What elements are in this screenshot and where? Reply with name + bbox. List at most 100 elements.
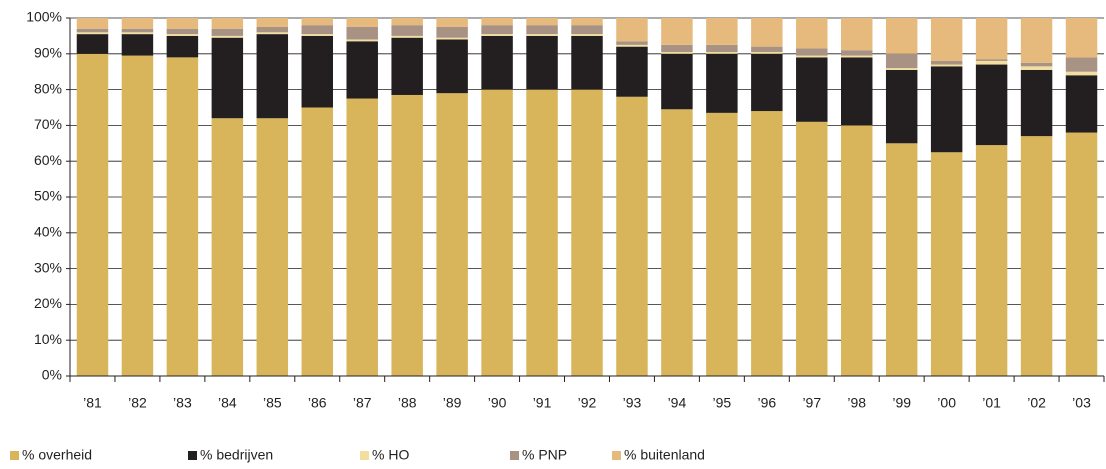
bar-segment <box>391 37 423 95</box>
bar-segment <box>571 35 603 90</box>
bar-segment <box>930 66 963 153</box>
bar-segment <box>436 18 468 27</box>
x-tick-label: ’90 <box>488 395 507 411</box>
bar-segment <box>661 53 693 110</box>
bar-segment <box>930 152 963 376</box>
legend-swatch <box>510 451 519 460</box>
x-tick-label: ’89 <box>443 395 462 411</box>
y-tick-label: 30% <box>34 259 62 275</box>
bar-segment <box>391 25 423 36</box>
bar-segment <box>975 64 1008 146</box>
bar-segment <box>391 35 423 38</box>
bar-segment <box>616 44 648 47</box>
legend-label: % buitenland <box>624 447 705 463</box>
bar-segment <box>841 125 873 377</box>
bar-segment <box>975 145 1008 376</box>
x-tick-label: ’84 <box>218 395 237 411</box>
x-tick-label: ’94 <box>668 395 687 411</box>
bar-segment <box>76 32 109 35</box>
x-tick-label: ’82 <box>128 395 147 411</box>
bar-segment <box>76 28 109 33</box>
bar-segment <box>166 57 199 376</box>
x-tick-label: ’97 <box>802 395 821 411</box>
bar-segment <box>661 52 693 54</box>
bar-segment <box>571 18 603 26</box>
bar-segment <box>481 18 513 26</box>
bar-segment <box>121 55 154 377</box>
bar-segment <box>975 18 1008 60</box>
bar-segment <box>661 18 693 45</box>
bar-segment <box>885 143 918 376</box>
bar-segment <box>526 35 558 90</box>
x-tick-label: ’92 <box>578 395 597 411</box>
bar-segment <box>301 107 333 376</box>
x-tick-label: ’81 <box>83 395 102 411</box>
x-tick-label: ’93 <box>623 395 642 411</box>
bar-segment <box>256 118 289 377</box>
bar-segment <box>121 28 154 33</box>
bar-segment <box>706 44 738 53</box>
bar-segment <box>526 25 558 35</box>
bar-segment <box>481 25 513 35</box>
x-tick-label: ’88 <box>398 395 417 411</box>
y-tick-label: 60% <box>34 152 62 168</box>
bar-segment <box>346 39 378 42</box>
legend-label: % HO <box>372 447 409 463</box>
y-tick-label: 100% <box>26 9 62 25</box>
bar-segment <box>751 18 783 47</box>
x-tick-label: ’01 <box>982 395 1001 411</box>
bar-segment <box>211 118 244 377</box>
bar-segment <box>256 32 289 35</box>
bar-segment <box>1020 69 1053 137</box>
bar-segment <box>885 53 918 69</box>
bar-segment <box>436 37 468 40</box>
bar-segment <box>526 18 558 26</box>
legend-swatch <box>360 451 369 460</box>
y-tick-label: 40% <box>34 224 62 240</box>
bar-segment <box>571 25 603 35</box>
bar-segment <box>76 34 109 54</box>
bar-segment <box>1065 71 1098 76</box>
x-tick-label: ’00 <box>937 395 956 411</box>
bar-segment <box>796 121 828 376</box>
bar-segment <box>1065 18 1098 58</box>
bar-segment <box>211 18 244 29</box>
bar-segment <box>841 55 873 58</box>
bar-segment <box>885 69 918 144</box>
bar-segment <box>256 34 289 119</box>
bar-segment <box>166 28 199 35</box>
bar-segment <box>616 46 648 97</box>
bar-segment <box>166 35 199 58</box>
bar-segment <box>76 53 109 377</box>
x-tick-label: ’02 <box>1027 395 1046 411</box>
bar-segment <box>616 41 648 45</box>
bar-segment <box>930 60 963 65</box>
x-tick-label: ’03 <box>1072 395 1091 411</box>
x-tick-label: ’96 <box>757 395 776 411</box>
bar-segment <box>346 98 378 377</box>
y-tick-label: 90% <box>34 45 62 61</box>
bar-segment <box>616 96 648 376</box>
bar-segment <box>751 111 783 376</box>
bar-segment <box>1020 66 1053 70</box>
bar-segment <box>661 109 693 376</box>
x-tick-label: ’99 <box>892 395 911 411</box>
bar-segment <box>166 34 199 36</box>
bar-segment <box>211 35 244 38</box>
x-tick-label: ’83 <box>173 395 192 411</box>
bar-segment <box>885 68 918 70</box>
x-tick-label: ’87 <box>353 395 372 411</box>
bar-segment <box>796 48 828 56</box>
bar-segment <box>211 28 244 36</box>
bar-segment <box>301 35 333 108</box>
bar-segment <box>211 37 244 119</box>
x-tick-label: ’98 <box>847 395 866 411</box>
bar-segment <box>256 18 289 27</box>
bar-segment <box>526 34 558 36</box>
legend-label: % PNP <box>522 447 567 463</box>
bar-segment <box>930 18 963 61</box>
bar-segment <box>751 52 783 54</box>
bar-segment <box>481 34 513 36</box>
bar-segment <box>841 57 873 126</box>
bar-segment <box>975 59 1008 61</box>
